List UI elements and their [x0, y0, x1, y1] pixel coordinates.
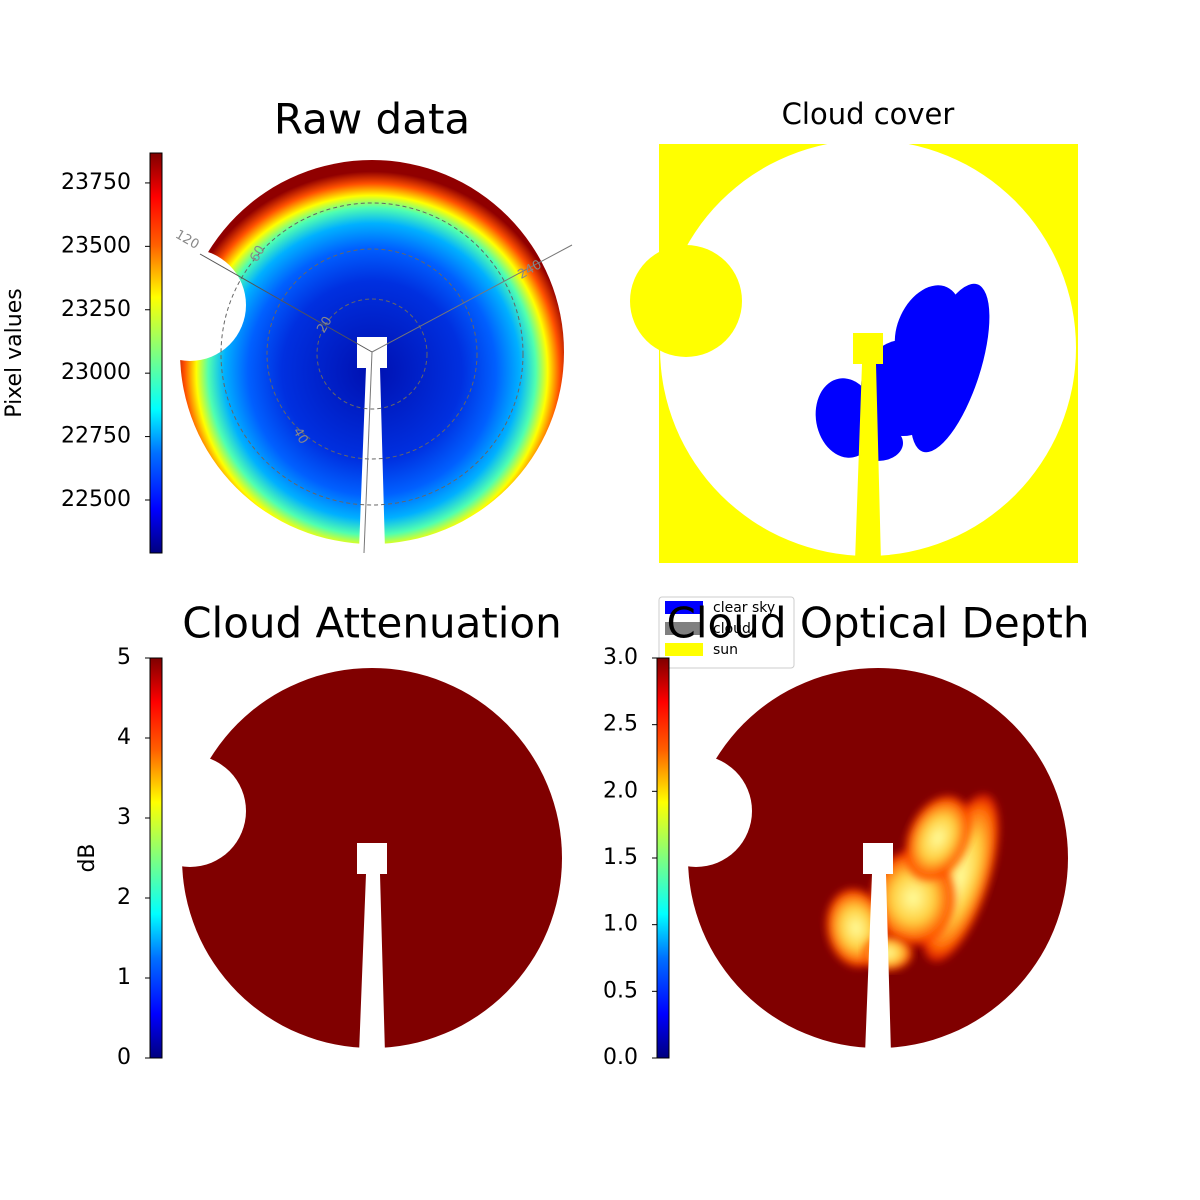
polar-grid: [316, 298, 428, 410]
polar-axis: [363, 351, 373, 554]
colorbar-label: Pixel values: [2, 288, 27, 417]
panel: 1206024020402250022750230002325023500237…: [2, 152, 573, 554]
legend-label: cloud: [713, 621, 751, 637]
legend-swatch: [665, 622, 703, 635]
mask-stalk: [853, 333, 883, 562]
mask-stalk: [357, 843, 387, 1054]
panel: 0 1 2 3 4 5 dB: [75, 645, 562, 1070]
colorbar-tick-label: 1: [117, 965, 131, 990]
panel-title: Cloud Attenuation: [182, 599, 562, 648]
polar-axis: [371, 244, 573, 353]
colorbar-tick-label: 23750: [61, 170, 131, 195]
colorbar-tick-label: 1.0: [603, 912, 638, 937]
mask-stalk: [357, 337, 387, 550]
mask-stalk: [863, 843, 893, 1054]
colorbar: [656, 657, 670, 1059]
colorbar-tick-label: 23250: [61, 297, 131, 322]
legend-label: clear sky: [713, 600, 775, 616]
panel-title: Cloud Optical Depth: [667, 599, 1090, 648]
panel: 0.0 0.5 1.0 1.5 2.0 2.5 3.0: [603, 645, 1068, 1070]
polar-label: 60: [247, 243, 268, 265]
colorbar-tick-label: 1.5: [603, 845, 638, 870]
legend-label: sun: [713, 642, 738, 658]
panel-title: Raw data: [274, 95, 470, 144]
mask-notch: [630, 245, 742, 357]
colorbar-tick-label: 22500: [61, 487, 131, 512]
colorbar-label: dB: [75, 843, 100, 872]
colorbar-tick-label: 23000: [61, 360, 131, 385]
colorbar-tick-label: 2.0: [603, 778, 638, 803]
colorbar-tick-label: 0.0: [603, 1045, 638, 1070]
panel-title: Cloud cover: [782, 97, 955, 131]
polar-label: 120: [172, 227, 201, 252]
polar-grid: [220, 202, 524, 506]
colorbar-tick-label: 0.5: [603, 978, 638, 1003]
legend-swatch: [665, 643, 703, 656]
panel: clear sky cloud sun: [630, 140, 1078, 669]
colorbar: [149, 152, 163, 554]
colorbar-tick-label: 0: [117, 1045, 131, 1070]
colorbar-tick-label: 23500: [61, 233, 131, 258]
legend-swatch: [665, 601, 703, 614]
polar-axis: [199, 253, 373, 353]
polar-label: 40: [289, 425, 310, 447]
colorbar-tick-label: 22750: [61, 424, 131, 449]
colorbar-tick-label: 3.0: [603, 645, 638, 670]
colorbar-tick-label: 2.5: [603, 712, 638, 737]
cloud-region: [894, 285, 962, 371]
polar-label: 20: [314, 314, 335, 336]
cloud-region: [904, 795, 972, 881]
colorbar: [149, 657, 163, 1059]
colorbar-tick-label: 3: [117, 805, 131, 830]
polar-grid: [266, 248, 478, 460]
colorbar-tick-label: 2: [117, 885, 131, 910]
colorbar-tick-label: 5: [117, 645, 131, 670]
colorbar-tick-label: 4: [117, 725, 131, 750]
